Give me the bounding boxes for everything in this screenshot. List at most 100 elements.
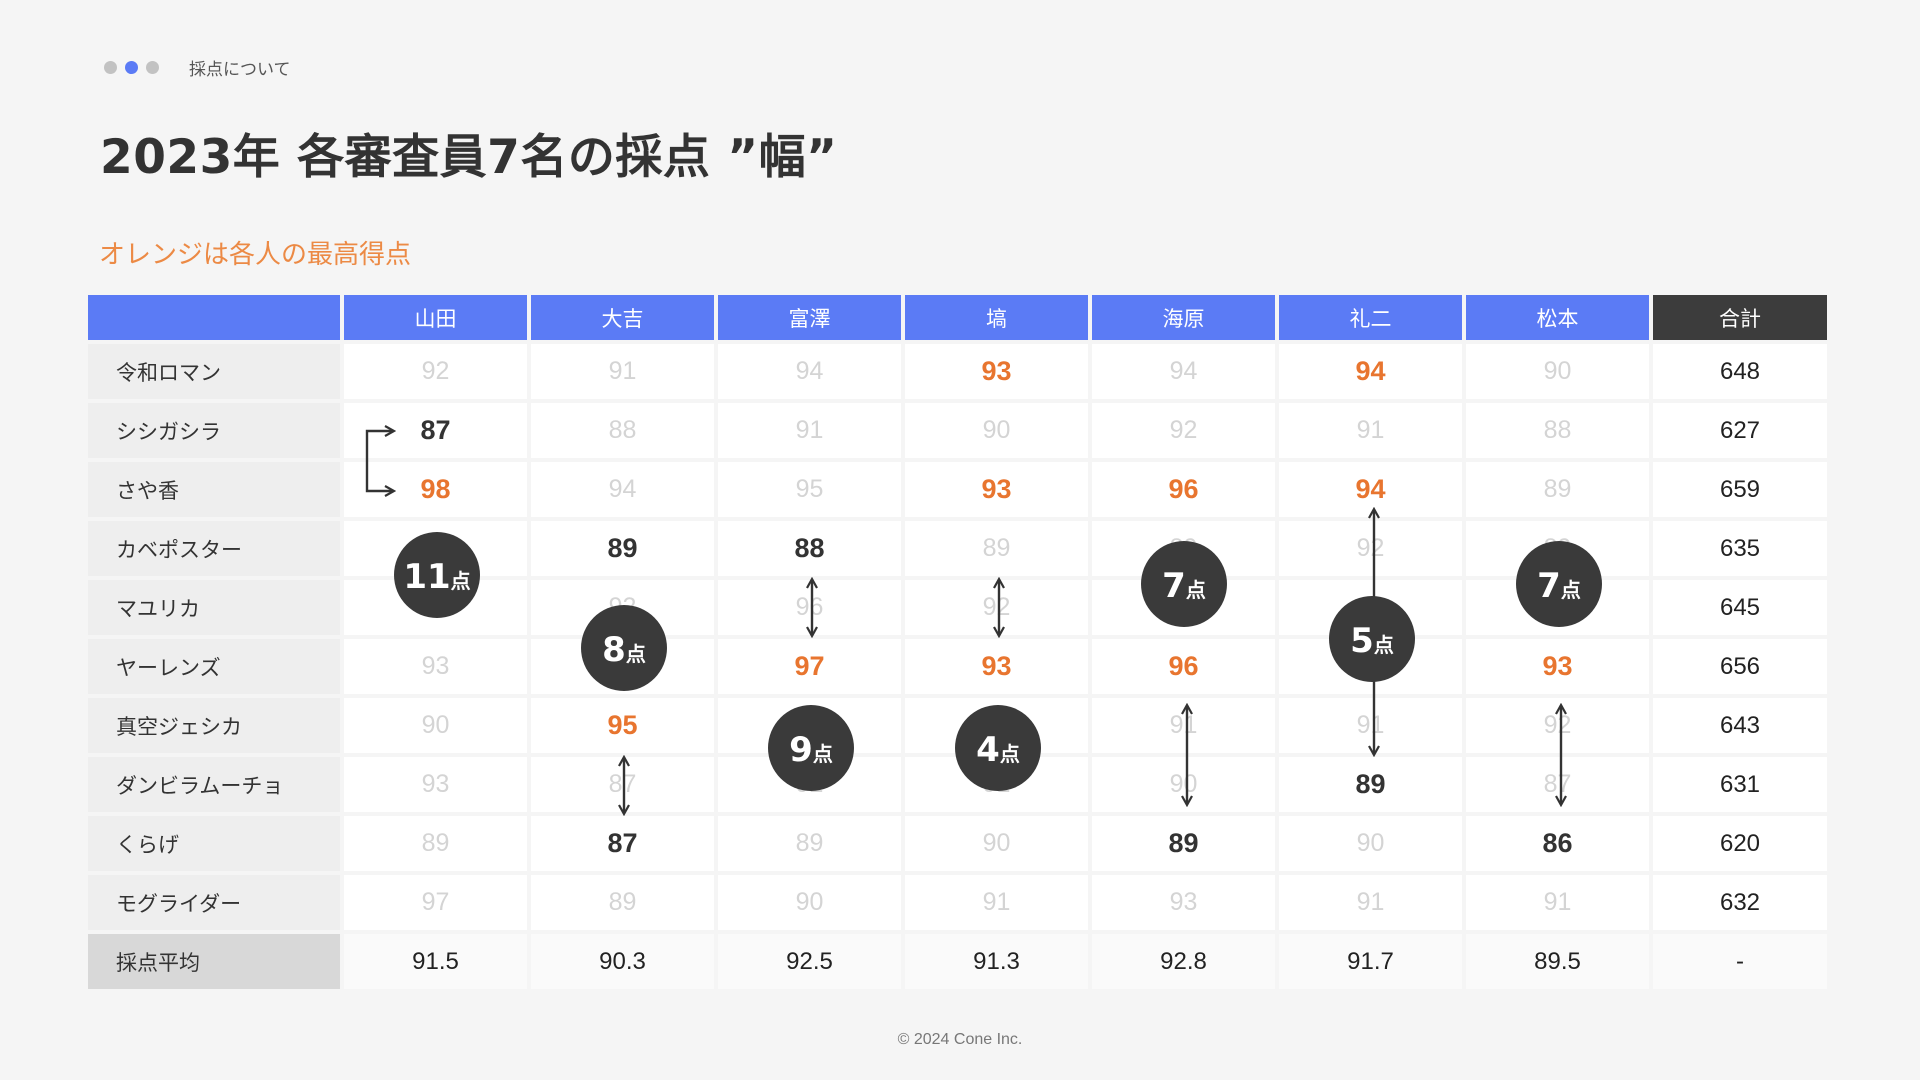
score-cell: 89 bbox=[344, 521, 527, 576]
score-cell: 91 bbox=[1466, 875, 1649, 930]
score-cell-highlight: 88 bbox=[718, 521, 901, 576]
score-cell: 91 bbox=[1092, 698, 1275, 753]
table-row: ヤーレンズ 93 91 97 93 96 94 93 656 bbox=[88, 639, 1827, 694]
score-cell: 92 bbox=[1092, 403, 1275, 458]
score-cell: 92 bbox=[344, 580, 527, 635]
contestant-name: カベポスター bbox=[88, 521, 340, 576]
average-cell: 91.5 bbox=[344, 934, 527, 989]
score-cell: 94 bbox=[1279, 639, 1462, 694]
score-cell: 89 bbox=[905, 521, 1088, 576]
score-cell: 88 bbox=[1466, 403, 1649, 458]
score-cell-max: 94 bbox=[1279, 462, 1462, 517]
score-cell: 87 bbox=[1466, 757, 1649, 812]
score-cell-highlight: 87 bbox=[344, 403, 527, 458]
score-cell-max: 96 bbox=[1092, 462, 1275, 517]
score-cell-highlight: 89 bbox=[531, 521, 714, 576]
score-cell: 94 bbox=[1092, 344, 1275, 399]
page-title: 2023年 各審査員7名の採点 ”幅” bbox=[100, 130, 838, 185]
score-cell: 91 bbox=[1279, 698, 1462, 753]
score-cell: 91 bbox=[905, 757, 1088, 812]
judge-header: 礼二 bbox=[1279, 295, 1462, 340]
score-cell-max: 98 bbox=[344, 462, 527, 517]
score-cell: 94 bbox=[1092, 580, 1275, 635]
contestant-name: くらげ bbox=[88, 816, 340, 871]
table-row: さや香 98 94 95 93 96 94 89 659 bbox=[88, 462, 1827, 517]
total-cell: 627 bbox=[1653, 403, 1827, 458]
score-cell: 91 bbox=[718, 403, 901, 458]
corner-header bbox=[88, 295, 340, 340]
table-row: シシガシラ 87 88 91 90 92 91 88 627 bbox=[88, 403, 1827, 458]
average-label: 採点平均 bbox=[88, 934, 340, 989]
total-cell: 645 bbox=[1653, 580, 1827, 635]
average-cell: 92.8 bbox=[1092, 934, 1275, 989]
score-cell-max: 96 bbox=[1092, 639, 1275, 694]
score-cell: 90 bbox=[1466, 580, 1649, 635]
contestant-name: マユリカ bbox=[88, 580, 340, 635]
score-cell: 92 bbox=[905, 580, 1088, 635]
score-cell-max: 93 bbox=[1466, 639, 1649, 694]
total-cell: 648 bbox=[1653, 344, 1827, 399]
contestant-name: 真空ジェシカ bbox=[88, 698, 340, 753]
score-cell: 91 bbox=[531, 639, 714, 694]
score-cell: 90 bbox=[344, 698, 527, 753]
subtitle: オレンジは各人の最高得点 bbox=[99, 240, 412, 270]
score-cell: 91 bbox=[905, 698, 1088, 753]
score-cell: 90 bbox=[718, 875, 901, 930]
total-cell: 635 bbox=[1653, 521, 1827, 576]
score-cell-max: 93 bbox=[905, 639, 1088, 694]
table-row: ダンビラムーチョ 93 87 92 91 90 89 87 631 bbox=[88, 757, 1827, 812]
score-cell-highlight: 87 bbox=[531, 816, 714, 871]
score-cell: 96 bbox=[718, 580, 901, 635]
score-cell: 90 bbox=[1466, 344, 1649, 399]
total-cell: 631 bbox=[1653, 757, 1827, 812]
breadcrumb: 採点について bbox=[104, 55, 291, 80]
judge-header: 大吉 bbox=[531, 295, 714, 340]
table-row: マユリカ 92 92 96 92 94 93 90 645 bbox=[88, 580, 1827, 635]
score-cell: 90 bbox=[905, 403, 1088, 458]
score-cell: 94 bbox=[531, 462, 714, 517]
score-cell: 92 bbox=[718, 757, 901, 812]
contestant-name: 令和ロマン bbox=[88, 344, 340, 399]
score-cell: 91 bbox=[905, 875, 1088, 930]
contestant-name: シシガシラ bbox=[88, 403, 340, 458]
table-row: カベポスター 89 89 88 89 89 92 89 635 bbox=[88, 521, 1827, 576]
score-cell-max: 97 bbox=[718, 639, 901, 694]
table-row: くらげ 89 87 89 90 89 90 86 620 bbox=[88, 816, 1827, 871]
score-cell: 97 bbox=[344, 875, 527, 930]
contestant-name: モグライダー bbox=[88, 875, 340, 930]
table-row: モグライダー 97 89 90 91 93 91 91 632 bbox=[88, 875, 1827, 930]
total-cell: 656 bbox=[1653, 639, 1827, 694]
score-cell: 92 bbox=[1279, 521, 1462, 576]
average-cell: 92.5 bbox=[718, 934, 901, 989]
score-cell: 89 bbox=[718, 816, 901, 871]
progress-dot-active bbox=[125, 60, 138, 74]
contestant-name: ヤーレンズ bbox=[88, 639, 340, 694]
total-cell: 632 bbox=[1653, 875, 1827, 930]
progress-dot bbox=[104, 60, 117, 74]
score-cell: 92 bbox=[344, 344, 527, 399]
score-cell: 87 bbox=[531, 757, 714, 812]
score-cell: 92 bbox=[1466, 698, 1649, 753]
average-cell: 89.5 bbox=[1466, 934, 1649, 989]
total-header: 合計 bbox=[1653, 295, 1827, 340]
score-cell: 90 bbox=[905, 816, 1088, 871]
score-cell: 95 bbox=[718, 462, 901, 517]
judge-header: 海原 bbox=[1092, 295, 1275, 340]
score-cell-max: 93 bbox=[905, 462, 1088, 517]
score-cell: 91 bbox=[1279, 403, 1462, 458]
score-cell: 89 bbox=[1092, 521, 1275, 576]
score-cell-max: 95 bbox=[531, 698, 714, 753]
score-cell: 93 bbox=[718, 698, 901, 753]
score-cell: 93 bbox=[1279, 580, 1462, 635]
score-cell-highlight: 89 bbox=[1279, 757, 1462, 812]
total-cell: 620 bbox=[1653, 816, 1827, 871]
score-cell: 88 bbox=[531, 403, 714, 458]
contestant-name: さや香 bbox=[88, 462, 340, 517]
average-total-cell: - bbox=[1653, 934, 1827, 989]
contestant-name: ダンビラムーチョ bbox=[88, 757, 340, 812]
score-cell-highlight: 86 bbox=[1466, 816, 1649, 871]
total-cell: 643 bbox=[1653, 698, 1827, 753]
score-cell: 91 bbox=[531, 344, 714, 399]
breadcrumb-label: 採点について bbox=[189, 59, 291, 80]
judge-header: 松本 bbox=[1466, 295, 1649, 340]
